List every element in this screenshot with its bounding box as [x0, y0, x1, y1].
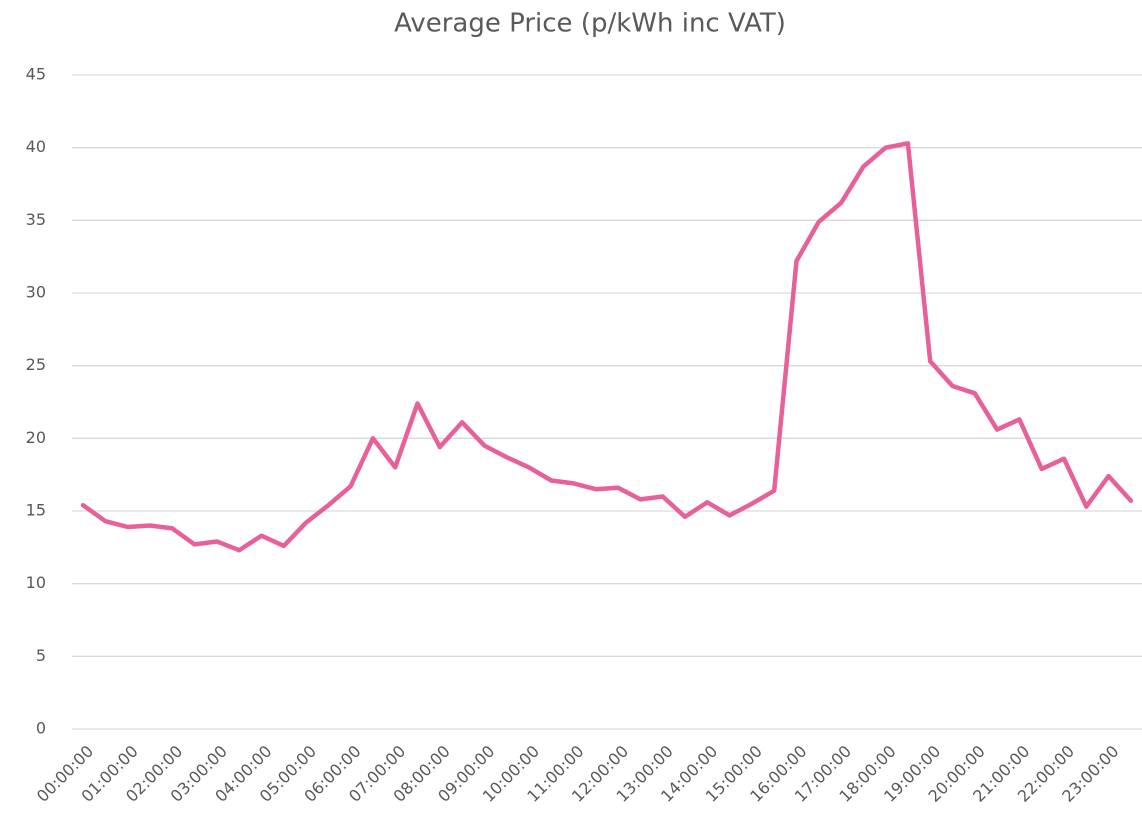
y-tick-label: 25 [26, 355, 46, 374]
y-tick-label: 15 [26, 501, 46, 520]
chart-title: Average Price (p/kWh inc VAT) [394, 9, 786, 39]
y-tick-label: 30 [26, 283, 46, 302]
line [80, 141, 1134, 553]
y-tick-label: 40 [26, 137, 46, 156]
y-tick-label: 45 [26, 65, 46, 84]
y-tick-label: 10 [26, 573, 46, 592]
y-tick-label: 0 [36, 719, 46, 738]
y-tick-label: 20 [26, 428, 46, 447]
y-tick-label: 5 [36, 646, 46, 665]
y-tick-label: 35 [26, 210, 46, 229]
